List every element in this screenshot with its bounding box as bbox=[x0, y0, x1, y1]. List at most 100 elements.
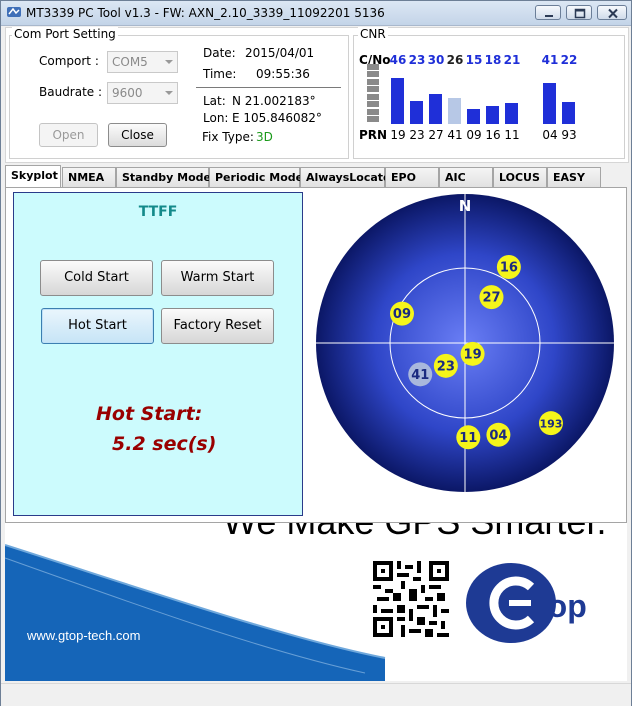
satellite-prn-label: 04 bbox=[489, 428, 507, 443]
minimize-icon bbox=[545, 15, 553, 17]
status-bar bbox=[1, 683, 631, 706]
cnr-value-label: 23 bbox=[408, 53, 426, 67]
maximize-button[interactable] bbox=[566, 5, 592, 20]
date-value: 2015/04/01 bbox=[245, 46, 315, 60]
cnr-bar bbox=[486, 106, 499, 124]
window-title: MT3339 PC Tool v1.3 - FW: AXN_2.10_3339_… bbox=[26, 6, 385, 20]
warm-start-button[interactable]: Warm Start bbox=[161, 260, 274, 296]
divider bbox=[196, 87, 341, 88]
open-button[interactable]: Open bbox=[39, 123, 98, 147]
ttff-result-value: 5.2 sec(s) bbox=[112, 433, 217, 455]
comport-label: Comport : bbox=[39, 54, 99, 68]
signal-level-segment bbox=[367, 108, 379, 115]
close-port-button[interactable]: Close bbox=[108, 123, 167, 147]
prn-label: 23 bbox=[409, 128, 425, 142]
signal-level-segment bbox=[367, 71, 379, 77]
cnr-value-label: 21 bbox=[503, 53, 521, 67]
satellite-prn-label: 23 bbox=[437, 359, 455, 374]
satellite-dot bbox=[538, 411, 563, 436]
tab-easy[interactable]: EASY bbox=[547, 167, 601, 187]
app-icon bbox=[7, 7, 21, 17]
prn-label: 93 bbox=[561, 128, 577, 142]
signal-level-segment bbox=[367, 101, 379, 107]
qr-code-icon bbox=[373, 561, 449, 637]
chevron-down-icon bbox=[165, 60, 173, 64]
satellite-dot bbox=[460, 341, 485, 366]
prn-label: PRN bbox=[359, 128, 388, 142]
cold-start-button[interactable]: Cold Start bbox=[40, 260, 153, 296]
cnr-value-label: 30 bbox=[427, 53, 445, 67]
signal-level-segment bbox=[367, 93, 379, 100]
satellite-marker: 23 bbox=[433, 353, 458, 378]
satellite-dot bbox=[496, 255, 521, 280]
factory-reset-button[interactable]: Factory Reset bbox=[161, 308, 274, 344]
fix-type-label: Fix Type: bbox=[202, 130, 254, 144]
prn-label: 16 bbox=[485, 128, 501, 142]
cnr-value-label: 22 bbox=[560, 53, 578, 67]
close-window-button[interactable] bbox=[597, 5, 627, 20]
satellite-marker: 193 bbox=[538, 411, 563, 436]
tab-aic[interactable]: AIC bbox=[439, 167, 493, 187]
prn-label: 04 bbox=[542, 128, 558, 142]
tab-epo[interactable]: EPO bbox=[385, 167, 439, 187]
satellite-marker: 41 bbox=[408, 362, 433, 387]
tab-periodic-mode[interactable]: Periodic Mode bbox=[209, 167, 303, 187]
cnr-bar bbox=[410, 101, 423, 124]
com-port-group bbox=[9, 35, 349, 159]
tab-alwayslocate[interactable]: AlwaysLocate bbox=[300, 167, 390, 187]
lon-label: Lon: bbox=[203, 111, 229, 125]
cnr-legend: CNR bbox=[358, 27, 388, 41]
cnr-bar bbox=[562, 102, 575, 124]
hot-start-button[interactable]: Hot Start bbox=[41, 308, 154, 344]
maximize-icon bbox=[574, 8, 586, 19]
minimize-button[interactable] bbox=[535, 5, 561, 20]
satellite-marker: 09 bbox=[389, 301, 414, 326]
cnr-value-label: 41 bbox=[541, 53, 559, 67]
north-label: N bbox=[459, 197, 472, 215]
satellite-prn-label: 41 bbox=[411, 368, 429, 383]
satellite-marker: 16 bbox=[496, 255, 521, 280]
comport-select[interactable]: COM5 bbox=[107, 51, 178, 73]
satellite-dot bbox=[433, 353, 458, 378]
satellite-marker: 04 bbox=[486, 422, 511, 447]
tab-nmea[interactable]: NMEA bbox=[62, 167, 116, 187]
satellite-prn-label: 09 bbox=[393, 307, 411, 322]
cnr-bar bbox=[543, 83, 556, 124]
cnr-bar bbox=[448, 98, 461, 124]
company-url[interactable]: www.gtop-tech.com bbox=[27, 628, 141, 643]
satellite-prn-label: 19 bbox=[464, 347, 482, 362]
cno-label: C/No bbox=[359, 53, 391, 67]
ttff-panel: TTFF Cold Start Warm Start Hot Start Fac… bbox=[13, 192, 303, 516]
comport-select-value: COM5 bbox=[112, 55, 148, 69]
lon-value: E 105.846082° bbox=[232, 111, 322, 125]
lat-label: Lat: bbox=[203, 94, 226, 108]
prn-label: 09 bbox=[466, 128, 482, 142]
baudrate-select[interactable]: 9600 bbox=[107, 82, 178, 104]
lat-value: N 21.002183° bbox=[232, 94, 316, 108]
gtop-logo: top bbox=[466, 563, 587, 643]
satellite-prn-label: 193 bbox=[539, 418, 562, 431]
satellite-marker: 11 bbox=[456, 425, 481, 450]
satellite-prn-label: 16 bbox=[500, 261, 518, 276]
satellite-dot bbox=[479, 285, 504, 310]
company-banner: We Make GPS Smarter. www.gtop-tech.com bbox=[5, 523, 627, 681]
cnr-bar bbox=[391, 78, 404, 124]
tab-standby-mode[interactable]: Standby Mode bbox=[116, 167, 211, 187]
tab-locus[interactable]: LOCUS bbox=[493, 167, 547, 187]
satellite-dot bbox=[456, 425, 481, 450]
tab-skyplot[interactable]: Skyplot bbox=[5, 165, 61, 187]
cnr-group bbox=[353, 35, 625, 159]
ttff-title: TTFF bbox=[138, 204, 178, 220]
signal-level-segment bbox=[367, 78, 379, 85]
cnr-value-label: 46 bbox=[389, 53, 407, 67]
time-value: 09:55:36 bbox=[256, 67, 310, 81]
chevron-down-icon bbox=[165, 91, 173, 95]
date-label: Date: bbox=[203, 46, 236, 60]
title-bar[interactable]: MT3339 PC Tool v1.3 - FW: AXN_2.10_3339_… bbox=[1, 1, 631, 26]
com-port-legend: Com Port Setting bbox=[12, 27, 118, 41]
signal-level-segment bbox=[367, 63, 379, 70]
satellite-marker: 19 bbox=[460, 341, 485, 366]
